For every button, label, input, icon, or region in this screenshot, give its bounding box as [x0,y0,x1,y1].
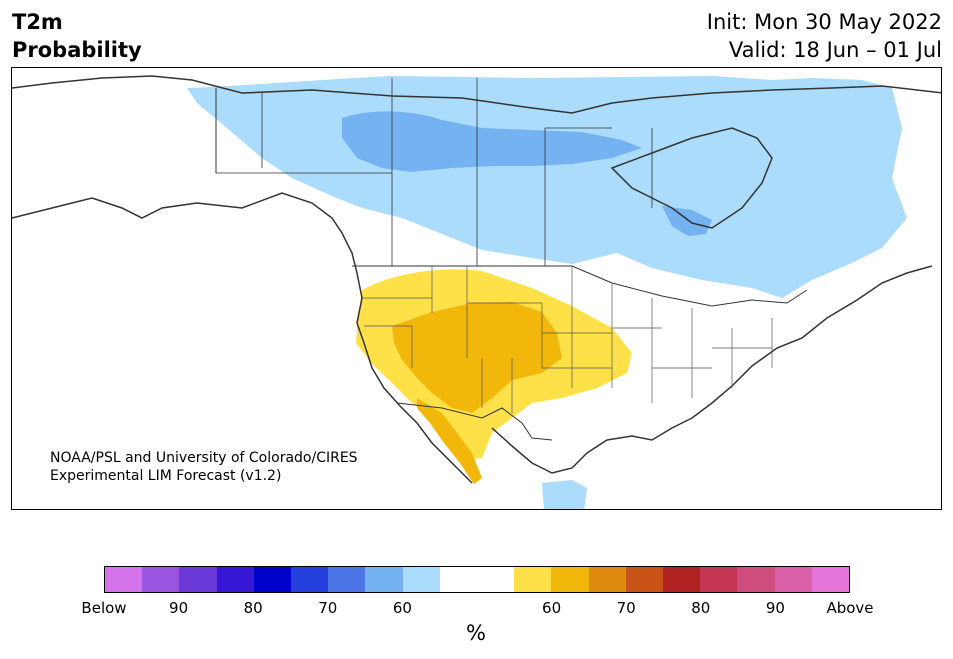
province-borders [216,78,653,266]
probability-map: NOAA/PSL and University of Colorado/CIRE… [11,67,942,510]
colorbar-cell [737,567,775,592]
colorbar-tick-label: Above [826,599,874,617]
coastline-west [12,192,473,484]
colorbar-cell [105,567,143,592]
colorbar-cell [253,567,292,592]
credit-line1: NOAA/PSL and University of Colorado/CIRE… [50,450,358,466]
region-below-70-quebec [662,206,712,236]
colorbar-cell [142,567,180,592]
forecast-dates: Init: Mon 30 May 2022 Valid: 18 Jun – 01… [707,8,942,64]
colorbar-tick-label: 90 [765,599,785,617]
colorbar-cell [179,567,217,592]
region-below-70-canada [342,111,642,172]
colorbar-cell [774,567,812,592]
valid-date: Valid: 18 Jun – 01 Jul [728,38,942,62]
colorbar-cell [811,567,850,592]
colorbar-tick-label: 60 [392,599,412,617]
region-below-60-mexico [542,480,587,509]
credit-line2: Experimental LIM Forecast (v1.2) [50,468,282,484]
region-above-70-west [392,302,562,413]
colorbar-cell [588,567,626,592]
colorbar-cell [402,567,440,592]
region-above-70-baja [417,398,482,484]
colorbar-cell [625,567,664,592]
colorbar-cell [477,567,515,592]
border-us-mexico [396,402,553,441]
colorbar-cell [328,567,366,592]
init-date: Init: Mon 30 May 2022 [706,10,942,34]
colorbar-tick-label: 60 [542,599,562,617]
title-line1: T2m [12,10,63,34]
colorbar-cell [365,567,403,592]
state-borders [362,266,773,413]
colorbar-unit-label: % [466,621,486,645]
colorbar-tick-label: 90 [169,599,189,617]
title-line2: Probability [12,38,142,62]
colorbar-cell [439,567,478,592]
colorbar-tick-label: 70 [616,599,636,617]
map-canvas [12,75,941,509]
border-us-canada [352,265,808,307]
colorbar-cell [291,567,329,592]
map-title: T2m Probability [12,8,142,64]
coastline-north [12,75,941,114]
colorbar-cell [216,567,254,592]
colorbar-cell [700,567,738,592]
colorbar-cell [551,567,589,592]
coastline-hudson-bay [610,127,773,229]
colorbar [104,566,850,593]
colorbar-tick-label: 80 [243,599,263,617]
coastline-gulf [491,265,933,474]
credit-text: NOAA/PSL and University of Colorado/CIRE… [50,449,358,485]
colorbar-tick-label: Below [81,599,127,617]
colorbar-tick-label: 70 [318,599,338,617]
colorbar-cell [663,567,701,592]
colorbar-cell [514,567,552,592]
colorbar-tick-label: 80 [691,599,711,617]
